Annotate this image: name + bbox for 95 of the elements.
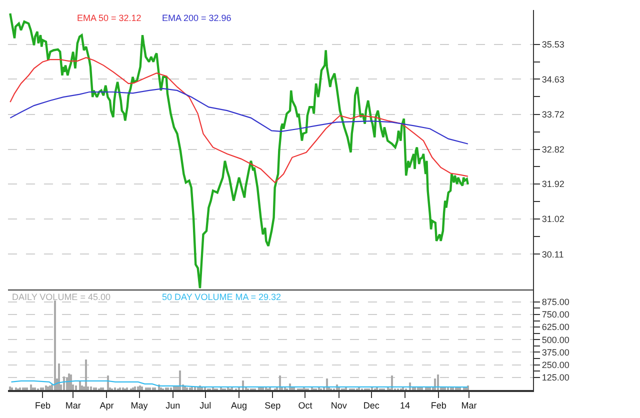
bar	[107, 375, 109, 390]
bar	[137, 386, 139, 390]
bar	[66, 377, 68, 390]
bar	[145, 387, 147, 390]
line-series	[10, 380, 468, 388]
x-tick-label: Jul	[200, 400, 212, 411]
bar	[437, 374, 439, 390]
bar	[258, 387, 260, 390]
bar	[173, 386, 175, 390]
x-tick-label: Mar	[461, 400, 477, 411]
bar	[459, 387, 461, 390]
bar	[170, 387, 172, 390]
text: EMA 50 = 32.12	[77, 13, 142, 23]
y-tick-label: 750.00	[542, 310, 570, 320]
bar	[425, 387, 427, 390]
bar	[149, 387, 151, 390]
y-tick-label: 125.00	[542, 372, 570, 383]
bar	[179, 370, 181, 390]
bar	[40, 387, 42, 390]
x-tick-label: Feb	[430, 400, 446, 411]
x-tick-label: Sep	[264, 400, 281, 411]
bar	[134, 386, 136, 390]
bar	[452, 387, 454, 390]
bar	[293, 387, 295, 390]
bar	[371, 387, 373, 390]
bar	[75, 385, 77, 390]
y-tick-label: 32.82	[542, 144, 564, 154]
bar	[26, 387, 28, 390]
bar	[391, 375, 393, 390]
y-tick-label: 33.72	[542, 110, 564, 120]
x-tick-label: Nov	[330, 400, 348, 411]
bar	[152, 387, 154, 390]
bar	[141, 386, 143, 390]
bar	[70, 374, 72, 390]
bar	[90, 386, 92, 390]
bar	[9, 386, 11, 390]
bar	[45, 385, 47, 390]
x-tick-label: Jun	[166, 400, 180, 411]
bar	[34, 387, 36, 390]
x-tick-label: Feb	[34, 400, 50, 411]
x-tick-label: May	[130, 400, 148, 411]
bar	[30, 384, 32, 390]
bar	[63, 376, 65, 390]
bar	[204, 387, 206, 390]
bar	[463, 387, 465, 390]
bar	[32, 387, 34, 390]
series-label: DAILY VOLUME = 45.00	[12, 292, 110, 302]
y-tick-label: 375.00	[542, 347, 570, 358]
x-tick-label: Mar	[65, 400, 81, 411]
x-tick-label: Aug	[231, 400, 248, 411]
y-tick-label: 250.00	[542, 360, 570, 370]
line-series	[10, 57, 468, 184]
bar	[68, 373, 70, 390]
bar	[58, 363, 60, 390]
x-tick-label: 14	[400, 400, 410, 411]
bar	[114, 387, 116, 390]
bar	[421, 387, 423, 390]
bar	[279, 375, 281, 390]
bar	[11, 387, 13, 390]
y-tick-label: 500.00	[542, 334, 570, 345]
y-tick-label: 31.02	[542, 214, 564, 224]
bar	[186, 387, 188, 390]
bar	[447, 387, 449, 390]
bar	[414, 387, 416, 390]
bar	[167, 387, 169, 390]
text: EMA 200 = 32.96	[162, 13, 232, 23]
line-series	[9, 12, 470, 290]
bar	[338, 387, 340, 390]
bar	[262, 387, 264, 390]
x-tick-label: Dec	[363, 400, 380, 411]
bar	[85, 359, 87, 390]
text: 50 DAY VOLUME MA = 29.32	[162, 292, 281, 302]
bar	[154, 387, 156, 390]
y-tick-label: 625.00	[542, 322, 570, 332]
y-tick-label: 875.00	[542, 297, 570, 308]
bar	[42, 387, 44, 390]
bar	[238, 387, 240, 390]
bar	[22, 387, 24, 390]
y-tick-label: 31.92	[542, 179, 564, 190]
bar	[54, 300, 56, 390]
bar	[49, 385, 51, 390]
bar	[93, 387, 95, 390]
x-tick-label: Apr	[100, 400, 114, 411]
bar	[450, 387, 452, 390]
y-tick-label: 30.11	[542, 249, 564, 260]
bar	[102, 387, 104, 390]
bar	[165, 387, 167, 390]
bar	[81, 385, 83, 390]
y-tick-label: 35.53	[542, 40, 564, 50]
line-series	[10, 88, 468, 144]
y-tick-label: 34.63	[542, 74, 564, 84]
bar	[455, 387, 457, 390]
x-tick-label: Oct	[298, 400, 313, 411]
bar	[417, 387, 419, 390]
bar	[95, 387, 97, 390]
